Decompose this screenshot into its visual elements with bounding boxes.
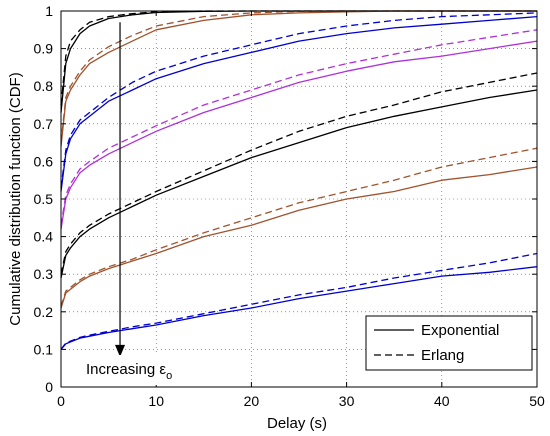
annotation-subscript: o xyxy=(166,370,172,382)
series-line-8-solid xyxy=(60,89,538,279)
legend: Exponential Erlang xyxy=(365,315,533,371)
x-tick-label: 40 xyxy=(434,393,450,409)
y-tick-label: 0.9 xyxy=(34,41,54,57)
y-tick-label: 0.8 xyxy=(34,78,54,94)
x-tick-label: 0 xyxy=(57,393,65,409)
series-line-12-solid xyxy=(60,266,538,350)
series-line-0-solid xyxy=(60,10,537,113)
y-axis-title: Cumulative distribution function (CDF) xyxy=(7,72,24,325)
annotation-label: Increasing ε xyxy=(86,361,166,378)
series-line-2-solid xyxy=(60,10,537,147)
series-line-5-dashed xyxy=(60,12,538,188)
y-tick-label: 0.2 xyxy=(34,304,54,320)
y-tick-label: 0.3 xyxy=(34,266,54,282)
x-tick-label: 20 xyxy=(244,393,260,409)
y-tick-label: 0 xyxy=(45,379,53,395)
series-line-1-dashed xyxy=(60,10,537,106)
y-tick-label: 0.7 xyxy=(34,116,54,132)
x-tick-label: 30 xyxy=(339,393,355,409)
axis-ticks: 0 10 20 30 40 50 0 0.1 0.2 0.3 0.4 0.5 0.6 0.7 0.8 0.9 1 xyxy=(34,3,545,409)
x-tick-label: 50 xyxy=(529,393,545,409)
annotation-background xyxy=(82,355,194,385)
series-line-9-dashed xyxy=(60,72,538,275)
series-line-7-dashed xyxy=(60,29,538,226)
series-line-11-dashed xyxy=(60,147,538,307)
x-axis-title: Delay (s) xyxy=(267,415,327,432)
series-lines xyxy=(60,10,538,350)
legend-exponential: Exponential xyxy=(421,322,499,339)
series-line-13-dashed xyxy=(60,252,538,350)
series-line-10-solid xyxy=(60,166,538,309)
y-tick-label: 0.4 xyxy=(34,229,54,245)
series-line-6-solid xyxy=(60,40,538,230)
y-tick-label: 0.5 xyxy=(34,191,54,207)
series-line-3-dashed xyxy=(60,10,537,143)
series-line-4-solid xyxy=(60,15,538,192)
annotation-arrow-head xyxy=(115,344,126,357)
y-tick-label: 0.6 xyxy=(34,153,54,169)
legend-erlang: Erlang xyxy=(421,347,464,364)
increasing-epsilon-annotation: Increasing εo xyxy=(82,22,194,385)
legend-box xyxy=(365,315,533,371)
annotation-text: Increasing εo xyxy=(86,361,172,382)
x-tick-label: 10 xyxy=(148,393,164,409)
y-tick-label: 1 xyxy=(45,3,53,19)
y-tick-label: 0.1 xyxy=(34,341,54,357)
